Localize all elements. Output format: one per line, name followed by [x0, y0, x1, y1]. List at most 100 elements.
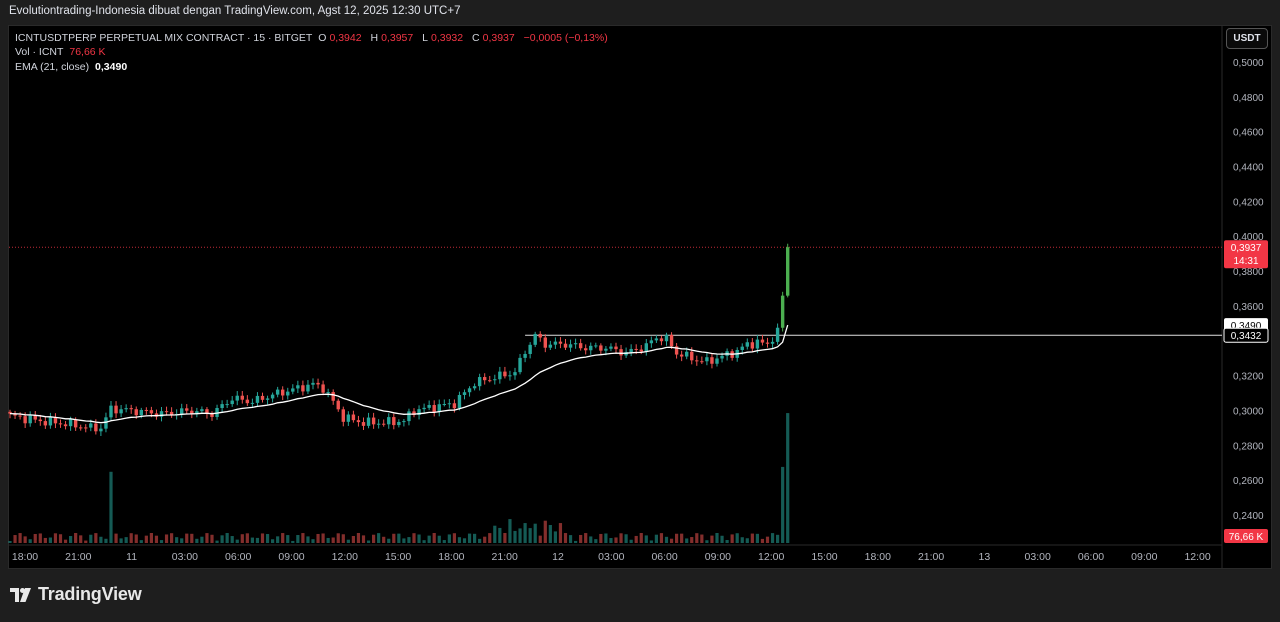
candle-body [159, 411, 164, 417]
candle-body [18, 415, 22, 417]
candle-body [89, 423, 93, 428]
volume-bar [518, 528, 522, 543]
volume-bar [124, 537, 128, 543]
volume-bar [710, 535, 714, 543]
candle-body [382, 423, 386, 425]
volume-bar [316, 533, 320, 543]
candle-body [73, 419, 78, 428]
y-tick-label: 0,4400 [1233, 163, 1264, 174]
volume-bar [341, 534, 345, 543]
volume-bar [624, 534, 628, 543]
volume-bar [402, 538, 406, 543]
volume-bar [599, 533, 603, 543]
candle-body [235, 395, 239, 401]
volume-bar [462, 538, 467, 543]
candle-body [58, 423, 63, 425]
candle-body [679, 354, 684, 357]
candle-body [185, 408, 189, 411]
volume-bar [321, 533, 325, 543]
volume-bar [164, 534, 169, 543]
volume-bar [735, 533, 739, 543]
candle-body [584, 348, 588, 351]
volume-bar [69, 536, 73, 543]
x-tick-label: 12:00 [332, 551, 358, 563]
volume-label-bg [1224, 529, 1268, 543]
candle-body [644, 343, 648, 352]
volume-bar [659, 533, 664, 543]
ema-line [9, 324, 789, 424]
volume-legend[interactable]: Vol · ICNT 76,66 K [15, 46, 106, 58]
ema-price-label: 0,3490 [1231, 321, 1262, 332]
candle-body [740, 346, 744, 350]
candle-body [326, 392, 330, 394]
candle-body [119, 409, 123, 414]
candle-body [28, 415, 32, 424]
candle-body [634, 348, 638, 350]
volume-bar [18, 533, 22, 543]
x-tick-label: 18:00 [438, 551, 464, 563]
candle-body [452, 403, 457, 409]
resistance-price-label: 0,3432 [1231, 331, 1262, 342]
low-value: 0,3932 [430, 32, 464, 44]
volume-bar [331, 537, 335, 543]
candle-body [291, 388, 295, 392]
volume-bar [579, 534, 583, 543]
volume-bar [740, 537, 744, 543]
resistance-price-label-bg [1223, 327, 1269, 343]
chart-pane[interactable] [8, 25, 1272, 569]
candle-body [589, 345, 593, 351]
candle-body [225, 404, 229, 406]
y-tick-label: 0,4600 [1233, 128, 1264, 139]
volume-bar [230, 536, 234, 543]
volume-bar [508, 519, 512, 543]
volume-bar [513, 530, 517, 543]
volume-bar [755, 533, 759, 543]
ema-legend[interactable]: EMA (21, close) 0,3490 [15, 61, 128, 73]
candle-body [488, 380, 492, 382]
volume-bar [614, 537, 618, 543]
volume-bar [99, 536, 103, 543]
candle-body [629, 348, 633, 353]
candle-body [649, 340, 654, 344]
volume-bar [705, 540, 709, 543]
currency-button[interactable]: USDT [1226, 28, 1268, 49]
last-price-label-bg [1224, 240, 1268, 269]
x-tick-label: 09:00 [705, 551, 731, 563]
candle-body [594, 345, 598, 347]
candle-body [23, 416, 27, 424]
volume-bar [675, 533, 679, 543]
volume-bar [725, 539, 729, 543]
tradingview-logo[interactable]: TradingView [10, 584, 142, 605]
volume-bar [245, 533, 249, 543]
symbol-name[interactable]: ICNTUSDTPERP PERPETUAL MIX CONTRACT · 15… [15, 32, 313, 44]
x-tick-label: 03:00 [172, 551, 198, 563]
candle-body [275, 389, 280, 395]
volume-bar [548, 525, 552, 543]
candle-body [79, 427, 83, 429]
x-tick-label: 12:00 [1184, 551, 1210, 563]
candle-body [286, 391, 290, 396]
candle-body [568, 344, 573, 348]
volume-bar [589, 536, 593, 543]
x-tick-label: 12:00 [758, 551, 784, 563]
volume-bar [377, 533, 381, 543]
volume-bar [180, 538, 184, 543]
candle-body [659, 338, 664, 342]
volume-bar [119, 538, 123, 543]
volume-bar [382, 536, 386, 543]
candle-body [498, 371, 502, 380]
volume-bar [23, 536, 27, 543]
candle-body [84, 427, 88, 429]
candle-body [477, 377, 482, 387]
candle-body [397, 421, 401, 426]
volume-bar [700, 534, 704, 543]
volume-bar [690, 537, 694, 543]
candle-body [705, 357, 709, 362]
volume-bar [291, 540, 295, 543]
volume-bar [210, 534, 214, 543]
candle-body [306, 384, 310, 392]
volume-bar [644, 535, 648, 543]
volume-bar [265, 534, 270, 543]
volume-bar [770, 533, 775, 543]
